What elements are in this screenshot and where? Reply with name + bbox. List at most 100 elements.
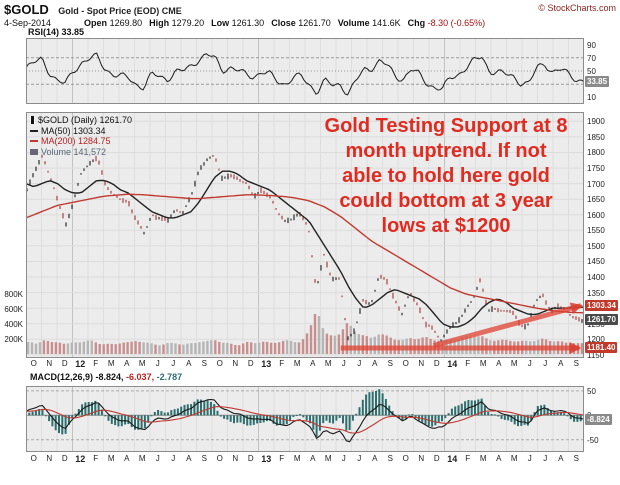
month-label: F xyxy=(465,359,471,368)
macd-chart xyxy=(26,386,584,452)
month-label: O xyxy=(216,454,223,463)
month-label: J xyxy=(171,359,176,368)
month-label: 12 xyxy=(75,454,86,464)
rsi-axis-tick: 90 xyxy=(587,41,596,50)
month-label: M xyxy=(324,359,332,368)
annotation-line: could bottom at 3 year xyxy=(339,190,553,212)
price-axis-tick: 1650 xyxy=(587,195,605,204)
volume-axis-tick: 600K xyxy=(4,305,23,314)
macd-label-part: -6.037, xyxy=(126,372,157,382)
quote-field-value: -8.30 (-0.65%) xyxy=(425,18,486,28)
month-label: S xyxy=(387,454,393,463)
month-label: N xyxy=(46,454,53,463)
ma50-legend: MA(50) 1303.34 xyxy=(41,125,106,136)
month-label: D xyxy=(61,359,68,368)
month-label: A xyxy=(124,454,130,463)
quote-field-value: 1279.20 xyxy=(169,18,205,28)
month-label: M xyxy=(138,454,146,463)
month-label: J xyxy=(155,359,160,368)
quote-field-label: Volume xyxy=(337,18,370,28)
month-label: A xyxy=(558,454,564,463)
ma50-swatch-icon xyxy=(30,129,38,132)
volume-axis-tick: 800K xyxy=(4,290,23,299)
price-legend-title: $GOLD (Daily) 1261.70 xyxy=(38,115,133,125)
month-label: O xyxy=(30,359,37,368)
month-label: A xyxy=(496,454,502,463)
month-label: M xyxy=(138,359,146,368)
legend-row-volume: Volume 141,572 xyxy=(30,147,132,158)
month-label: S xyxy=(201,454,207,463)
month-label: J xyxy=(543,454,548,463)
price-axis-tick: 1900 xyxy=(587,117,605,126)
month-label: O xyxy=(216,359,223,368)
ticker-symbol: $GOLD xyxy=(4,2,49,17)
quote-field-label: High xyxy=(149,18,170,28)
rsi-axis-tick: 10 xyxy=(587,93,596,102)
price-axis-tick: 1850 xyxy=(587,133,605,142)
month-label: A xyxy=(372,454,378,463)
quote-field-label: Close xyxy=(271,18,296,28)
month-label: M xyxy=(479,359,487,368)
month-label: J xyxy=(155,454,160,463)
month-label: N xyxy=(46,359,53,368)
month-label: 14 xyxy=(447,454,458,464)
month-label: D xyxy=(61,454,68,463)
price-legend: $GOLD (Daily) 1261.70 MA(50) 1303.34 MA(… xyxy=(30,115,132,157)
month-label: D xyxy=(433,454,440,463)
month-label: D xyxy=(247,359,254,368)
volume-swatch-icon xyxy=(30,148,38,155)
price-axis-tick: 1500 xyxy=(587,242,605,251)
price-value-box: 1303.34 xyxy=(585,300,618,311)
quote-field-value: 141.6K xyxy=(369,18,401,28)
month-label: A xyxy=(310,359,316,368)
month-label: A xyxy=(558,359,564,368)
analyst-annotation: Gold Testing Support at 8 month uptrend. … xyxy=(298,114,594,239)
price-axis-tick: 1800 xyxy=(587,148,605,157)
quote-field-label: Chg xyxy=(407,18,426,28)
month-label: J xyxy=(357,359,362,368)
month-label: N xyxy=(418,454,425,463)
macd-axis-tick: -50 xyxy=(587,436,599,445)
annotation-line: able to hold here gold xyxy=(342,165,550,187)
chart-header: $GOLD Gold - Spot Price (EOD) CME © Stoc… xyxy=(4,1,616,19)
price-axis-tick: 1350 xyxy=(587,289,605,298)
month-label: A xyxy=(186,454,192,463)
month-label: 12 xyxy=(75,359,86,369)
month-label: J xyxy=(357,454,362,463)
price-axis-tick: 1750 xyxy=(587,164,605,173)
annotation-line: lows at $1200 xyxy=(381,215,511,237)
month-label: 13 xyxy=(261,359,272,369)
month-label: D xyxy=(433,359,440,368)
ma200-legend: MA(200) 1284.75 xyxy=(41,136,111,146)
month-label: O xyxy=(30,454,37,463)
month-label: O xyxy=(402,359,409,368)
month-label: M xyxy=(107,359,115,368)
month-label: N xyxy=(232,454,239,463)
price-value-box: 1261.70 xyxy=(585,314,618,325)
macd-axis-tick: 50 xyxy=(587,387,596,396)
volume-legend: Volume 141,572 xyxy=(41,146,107,157)
legend-row-price: $GOLD (Daily) 1261.70 xyxy=(30,115,132,126)
price-axis-tick: 1700 xyxy=(587,180,605,189)
month-label: 13 xyxy=(261,454,272,464)
quote-strip: Open 1269.80 High 1279.20 Low 1261.30 Close… xyxy=(77,18,485,28)
month-label: M xyxy=(479,454,487,463)
price-axis-tick: 1550 xyxy=(587,226,605,235)
month-label: F xyxy=(93,454,99,463)
price-axis-tick: 1400 xyxy=(587,273,605,282)
macd-label-part: MACD(12,26,9) -8.824, xyxy=(30,372,127,382)
quote-field-value: 1261.70 xyxy=(295,18,331,28)
stockcharts-credit[interactable]: © StockCharts.com xyxy=(538,3,616,13)
annotation-line: month uptrend. If not xyxy=(345,140,547,162)
quote-field-value: 1269.80 xyxy=(107,18,143,28)
month-label: M xyxy=(107,454,115,463)
month-label: S xyxy=(387,359,393,368)
price-axis-tick: 1600 xyxy=(587,211,605,220)
month-label: A xyxy=(124,359,130,368)
month-label: A xyxy=(310,454,316,463)
quote-row: 4-Sep-2014 Open 1269.80 High 1279.20 Low 12… xyxy=(4,18,485,28)
month-label: J xyxy=(341,454,346,463)
month-label: S xyxy=(573,359,579,368)
rsi-value-box: 33.85 xyxy=(585,76,610,87)
month-label: F xyxy=(279,359,285,368)
